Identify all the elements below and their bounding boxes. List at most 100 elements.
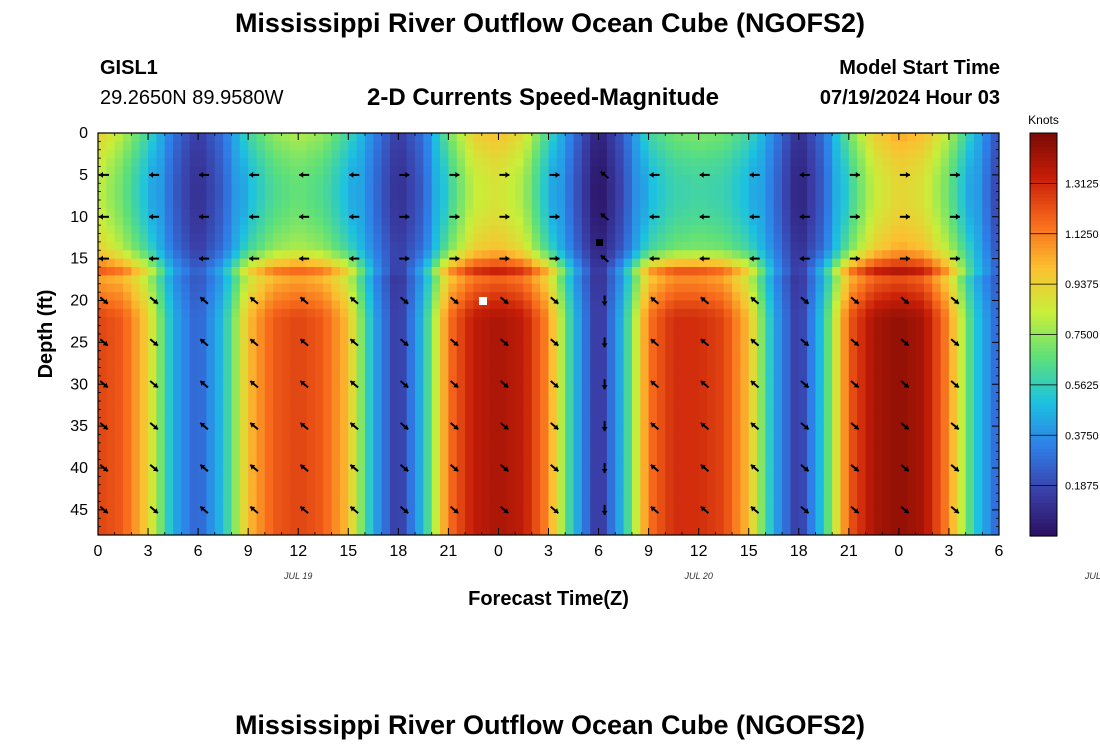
- heatmap-cell: [857, 292, 867, 302]
- heatmap-cell: [231, 484, 241, 494]
- heatmap-cell: [882, 509, 892, 519]
- heatmap-cell: [389, 334, 399, 343]
- heatmap-cell: [381, 484, 391, 494]
- heatmap-cell: [923, 367, 933, 377]
- heatmap-cell: [798, 493, 808, 503]
- heatmap-cell: [139, 174, 149, 184]
- heatmap-cell: [323, 518, 333, 528]
- heatmap-cell: [565, 367, 575, 377]
- heatmap-cell: [114, 208, 124, 218]
- heatmap-cell: [840, 325, 850, 335]
- heatmap-cell: [815, 409, 825, 419]
- heatmap-cell: [790, 518, 800, 528]
- heatmap-cell: [748, 241, 758, 251]
- heatmap-cell: [723, 392, 733, 402]
- heatmap-cell: [840, 501, 850, 511]
- heatmap-cell: [248, 493, 258, 503]
- heatmap-cell: [231, 200, 241, 209]
- heatmap-cell: [123, 233, 132, 243]
- heatmap-cell: [665, 451, 675, 461]
- heatmap-cell: [907, 283, 917, 293]
- heatmap-cell: [106, 275, 116, 285]
- heatmap-cell: [231, 233, 241, 243]
- heatmap-cell: [331, 183, 341, 193]
- heatmap-cell: [331, 216, 341, 226]
- heatmap-cell: [498, 308, 508, 318]
- heatmap-cell: [531, 409, 541, 419]
- heatmap-cell: [882, 250, 892, 260]
- heatmap-cell: [481, 484, 491, 494]
- heatmap-cell: [957, 292, 967, 302]
- heatmap-cell: [765, 174, 775, 184]
- heatmap-cell: [314, 141, 324, 151]
- heatmap-cell: [281, 258, 291, 268]
- heatmap-cell: [339, 426, 349, 436]
- heatmap-cell: [473, 283, 483, 293]
- heatmap-cell: [665, 442, 675, 452]
- heatmap-cell: [106, 417, 116, 427]
- heatmap-cell: [481, 200, 491, 209]
- heatmap-cell: [907, 300, 917, 310]
- heatmap-cell: [456, 216, 466, 226]
- heatmap-cell: [189, 409, 199, 419]
- heatmap-cell: [640, 292, 650, 302]
- heatmap-cell: [932, 233, 942, 243]
- heatmap-cell: [848, 216, 858, 226]
- heatmap-cell: [339, 166, 349, 176]
- heatmap-cell: [815, 359, 825, 369]
- heatmap-cell: [898, 325, 908, 335]
- heatmap-cell: [631, 292, 641, 302]
- heatmap-cell: [515, 375, 525, 385]
- heatmap-cell: [848, 166, 858, 176]
- heatmap-cell: [707, 359, 716, 369]
- heatmap-cell: [389, 468, 399, 477]
- heatmap-cell: [782, 208, 792, 218]
- heatmap-cell: [214, 141, 224, 151]
- heatmap-cell: [907, 241, 917, 251]
- heatmap-cell: [581, 442, 591, 452]
- heatmap-cell: [173, 191, 183, 201]
- heatmap-cell: [456, 300, 466, 310]
- heatmap-cell: [631, 149, 641, 159]
- heatmap-cell: [415, 484, 424, 494]
- heatmap-cell: [306, 375, 316, 385]
- heatmap-cell: [431, 308, 441, 318]
- heatmap-cell: [590, 208, 600, 218]
- heatmap-cell: [281, 292, 291, 302]
- heatmap-cell: [223, 367, 233, 377]
- heatmap-cell: [840, 342, 850, 352]
- heatmap-cell: [198, 434, 208, 444]
- heatmap-cell: [406, 476, 416, 486]
- heatmap-cell: [106, 149, 116, 159]
- heatmap-cell: [164, 158, 174, 168]
- heatmap-cell: [373, 250, 383, 260]
- heatmap-cell: [932, 367, 942, 377]
- heatmap-cell: [748, 191, 758, 201]
- heatmap-cell: [189, 350, 199, 360]
- heatmap-cell: [465, 250, 475, 260]
- heatmap-cell: [807, 442, 817, 452]
- heatmap-cell: [565, 258, 575, 268]
- heatmap-cell: [740, 183, 750, 193]
- heatmap-cell: [865, 216, 875, 226]
- heatmap-cell: [323, 149, 333, 159]
- heatmap-cell: [139, 241, 149, 251]
- heatmap-cell: [815, 158, 825, 168]
- heatmap-cell: [331, 434, 341, 444]
- heatmap-cell: [456, 133, 466, 142]
- heatmap-cell: [106, 384, 116, 394]
- heatmap-cell: [598, 350, 608, 360]
- heatmap-cell: [807, 241, 817, 251]
- heatmap-cell: [248, 501, 258, 511]
- heatmap-cell: [306, 149, 316, 159]
- heatmap-cell: [406, 526, 416, 535]
- heatmap-cell: [606, 384, 616, 394]
- heatmap-cell: [598, 442, 608, 452]
- heatmap-cell: [289, 200, 299, 209]
- heatmap-cell: [732, 401, 741, 410]
- heatmap-cell: [448, 350, 458, 360]
- heatmap-cell: [648, 241, 658, 251]
- heatmap-cell: [631, 225, 641, 235]
- heatmap-cell: [231, 241, 241, 251]
- heatmap-cell: [565, 216, 575, 226]
